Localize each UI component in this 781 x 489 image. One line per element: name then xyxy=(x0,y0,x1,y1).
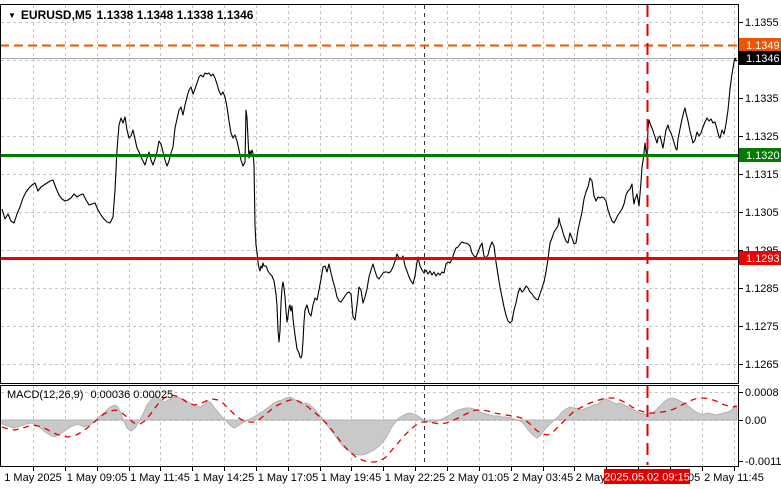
time-axis-label: 1 May 09:05 xyxy=(67,472,128,484)
time-axis-label: 1 May 17:05 xyxy=(258,472,319,484)
time-axis-label: 1 May 14:25 xyxy=(194,472,255,484)
macd-axis-label: 0.00 xyxy=(745,415,766,427)
price-axis-label: 1.1335 xyxy=(745,93,779,105)
price-axis-label: 1.1275 xyxy=(745,321,779,333)
macd-axis-label: -0.00119 xyxy=(745,456,781,468)
price-axis-label: 1.1355 xyxy=(745,17,779,29)
time-axis-label: 1 May 19:45 xyxy=(321,472,382,484)
price-level-box-label: 1.1293 xyxy=(746,253,780,265)
price-axis-label: 1.1315 xyxy=(745,169,779,181)
time-axis-label: 1 May 22:25 xyxy=(385,472,446,484)
price-axis-label: 1.1265 xyxy=(745,359,779,371)
price-axis-label: 1.1325 xyxy=(745,131,779,143)
event-time-box xyxy=(604,469,690,484)
time-axis-label: 2 May 01:05 xyxy=(449,472,510,484)
macd-signal-line xyxy=(1,394,738,463)
macd-name: MACD(12,26,9) xyxy=(7,389,84,401)
price-level-box-level-green xyxy=(739,148,781,162)
price-level-box-label: 1.1349 xyxy=(746,40,780,52)
price-level-box-resistance-orange xyxy=(739,38,781,52)
price-level-box-bid-current xyxy=(739,51,781,65)
time-axis-label: 1 May 11:45 xyxy=(130,472,190,484)
price-level-box-label: 1.1346 xyxy=(746,53,780,65)
price-level-box-level-red xyxy=(739,251,781,265)
price-level-box-label: 1.1320 xyxy=(746,150,780,162)
main-pane-frame xyxy=(0,4,739,384)
price-line xyxy=(1,57,738,359)
chart-symbol-label: EURUSD,M5 xyxy=(20,8,92,22)
event-time-label: 2025.05.02 09:15 xyxy=(604,472,690,484)
macd-pane-frame xyxy=(0,385,739,467)
price-axis-label: 1.1285 xyxy=(745,283,779,295)
macd-indicator-label: MACD(12,26,9) 0.00036 0.00025 xyxy=(7,389,177,401)
macd-histogram xyxy=(1,395,738,456)
macd-values: 0.00036 0.00025 xyxy=(90,389,174,401)
macd-axis-label: 0.0008 xyxy=(745,387,779,399)
chart-dropdown-icon[interactable]: ▼ xyxy=(8,11,16,20)
chart-ohlc-values: 1.1338 1.1348 1.1338 1.1346 xyxy=(96,8,254,22)
time-axis-label: 2 May 11:45 xyxy=(704,472,764,484)
time-axis-label: 1 May 2025 xyxy=(4,472,61,484)
time-axis-label: 2 May 03:45 xyxy=(513,472,574,484)
price-axis-label: 1.1305 xyxy=(745,207,779,219)
chart-title: ▼ EURUSD,M5 1.1338 1.1348 1.1338 1.1346 xyxy=(8,8,253,22)
